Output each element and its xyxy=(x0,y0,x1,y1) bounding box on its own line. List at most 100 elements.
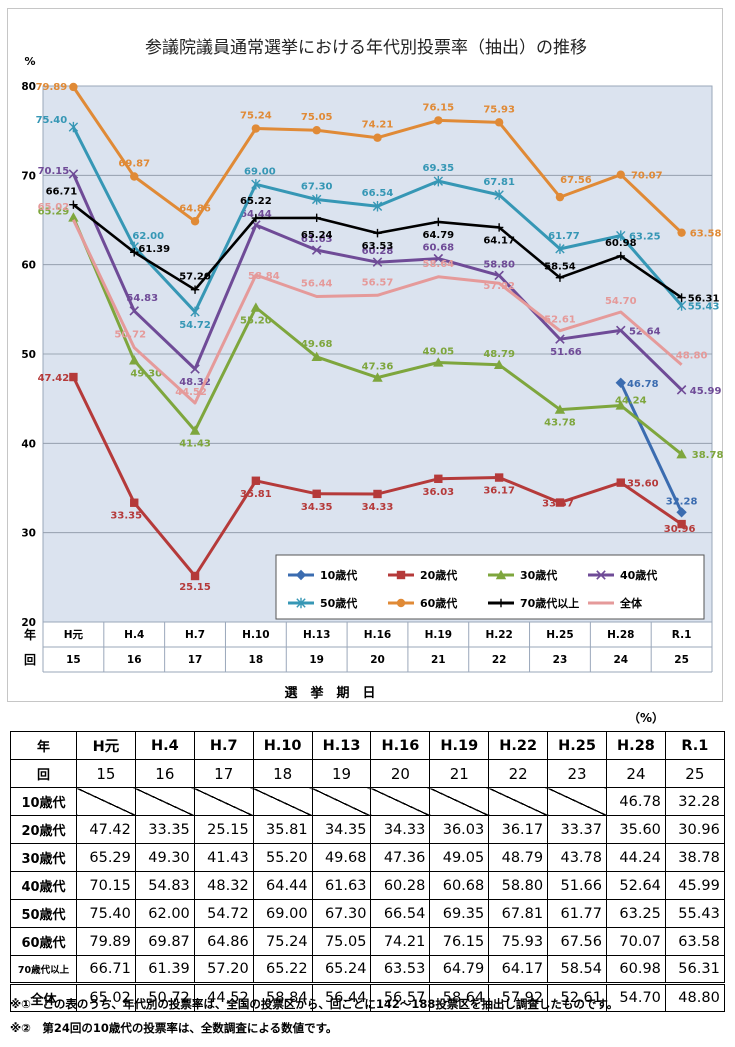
data-label: 67.30 xyxy=(301,181,333,192)
x-tick-label: H.10 xyxy=(242,629,269,641)
data-point xyxy=(312,213,321,223)
data-label: 75.40 xyxy=(36,115,68,126)
data-label: 54.83 xyxy=(126,293,158,304)
data-point xyxy=(189,425,201,435)
header-index-label: 回 xyxy=(10,759,77,788)
legend-marker xyxy=(496,598,506,608)
era-header-cell: H.16 xyxy=(370,731,431,760)
value-cell: 54.72 xyxy=(193,899,254,928)
data-label: 75.05 xyxy=(301,112,333,123)
data-label: 62.00 xyxy=(132,231,164,242)
data-label: 61.39 xyxy=(138,244,170,255)
x-tick-label: H.7 xyxy=(185,629,205,641)
value-cell: 65.22 xyxy=(252,955,313,984)
data-label: 69.00 xyxy=(244,166,276,177)
era-header-cell: H.4 xyxy=(134,731,195,760)
data-point xyxy=(311,245,322,255)
data-label: 49.68 xyxy=(301,339,333,350)
series-line xyxy=(619,382,683,513)
value-cell: 64.79 xyxy=(429,955,490,984)
data-label: 41.43 xyxy=(179,439,211,450)
data-point xyxy=(372,372,383,382)
data-label: 65.29 xyxy=(38,206,70,217)
data-label: 58.80 xyxy=(483,259,515,270)
index-header-cell: 20 xyxy=(370,759,431,788)
series-30歳代: 65.29 49.30 41.43 55.20 49.68 47.36 49.05 48.79… xyxy=(38,206,724,461)
series-50歳代: 75.40 62.00 54.72 69.00 67.30 66.54 69.35 67.81… xyxy=(36,115,720,331)
value-cell: 41.43 xyxy=(193,843,254,872)
data-label: 57.20 xyxy=(179,272,211,283)
data-point xyxy=(494,270,504,281)
value-cell: 63.58 xyxy=(664,927,725,956)
data-label: 75.93 xyxy=(483,104,515,115)
data-label: 58.84 xyxy=(248,271,280,282)
x-tick-label: H.19 xyxy=(425,629,452,641)
table-row: 50歳代 75.40 62.00 54.72 69.00 67.30 66.54 69.35 6… xyxy=(10,899,725,928)
data-point xyxy=(68,169,79,179)
data-label: 55.43 xyxy=(688,301,720,312)
value-cell: 65.02 xyxy=(76,982,136,1012)
data-label: 48.79 xyxy=(483,349,515,360)
not-applicable-cell xyxy=(134,787,195,816)
value-cell: 44.52 xyxy=(193,982,254,1012)
data-point xyxy=(251,476,261,485)
data-label: 69.87 xyxy=(118,158,150,169)
data-label: 47.36 xyxy=(362,362,394,373)
data-label: 54.70 xyxy=(605,296,637,307)
data-point xyxy=(312,126,321,135)
data-point xyxy=(311,194,322,205)
data-point xyxy=(555,243,565,255)
legend-marker xyxy=(495,569,507,580)
data-label: 55.20 xyxy=(240,316,272,327)
row-label: 60歳代 xyxy=(10,927,77,956)
data-point xyxy=(434,217,443,227)
legend: 10歳代 20歳代 30歳代 40歳代 50歳代 60歳代 70歳代以上 全体 xyxy=(275,554,705,620)
data-label: 34.33 xyxy=(362,502,394,513)
value-cell: 61.39 xyxy=(134,955,195,984)
value-cell: 44.24 xyxy=(606,843,666,872)
table-row: 40歳代 70.15 54.83 48.32 64.44 61.63 60.28 60.68 5… xyxy=(10,871,725,900)
x-tick-index-label: 18 xyxy=(249,654,264,666)
value-cell: 45.99 xyxy=(664,871,725,900)
data-label: 65.02 xyxy=(38,202,70,213)
value-cell: 57.20 xyxy=(193,955,254,984)
chart-title: 参議院議員通常選挙における年代別投票率（抽出）の推移 xyxy=(145,38,587,58)
legend-label: 70歳代以上 xyxy=(520,596,579,610)
value-cell: 46.78 xyxy=(606,787,666,816)
footnote-2: ※② 第24回の10歳代の投票率は、全数調査による数値です。 xyxy=(10,1021,338,1035)
data-label: 66.71 xyxy=(46,187,78,198)
data-point xyxy=(676,385,687,395)
turnout-line-chart: 参議院議員通常選挙における年代別投票率（抽出）の推移% 20 30 40 50 60 70 8… xyxy=(21,38,724,701)
table-row-total: 全体 65.02 50.72 44.52 58.84 56.44 56.57 58.64 57.… xyxy=(10,982,725,1012)
value-cell: 50.72 xyxy=(134,982,195,1012)
value-cell: 33.35 xyxy=(134,815,195,844)
value-cell: 63.53 xyxy=(370,955,431,984)
data-label: 30.96 xyxy=(664,524,696,535)
y-tick-label: 40 xyxy=(21,438,36,450)
value-cell: 62.00 xyxy=(134,899,195,928)
y-axis-label: % xyxy=(24,55,35,68)
data-label: 60.28 xyxy=(362,246,394,257)
x-tick-label: H.22 xyxy=(485,629,512,641)
not-applicable-cell xyxy=(547,787,608,816)
value-cell: 75.05 xyxy=(311,927,372,956)
value-cell: 74.21 xyxy=(370,927,431,956)
x-tick-label: H元 xyxy=(64,629,84,641)
index-header-cell: 22 xyxy=(488,759,549,788)
data-label: 48.80 xyxy=(676,351,708,362)
data-label: 46.78 xyxy=(627,379,659,390)
data-point xyxy=(373,228,382,238)
data-label: 61.77 xyxy=(548,231,580,242)
row-label: 50歳代 xyxy=(10,899,77,928)
index-header-cell: 23 xyxy=(547,759,608,788)
index-header-cell: 21 xyxy=(429,759,490,788)
era-header-cell: H元 xyxy=(76,731,136,760)
data-label: 60.98 xyxy=(605,238,637,249)
series-line xyxy=(72,219,683,405)
not-applicable-cell xyxy=(370,787,431,816)
row-label: 30歳代 xyxy=(10,843,77,872)
data-label: 36.03 xyxy=(422,487,454,498)
data-label: 65.24 xyxy=(301,230,333,241)
value-cell: 60.68 xyxy=(429,871,490,900)
y-tick-label: 20 xyxy=(21,617,36,629)
